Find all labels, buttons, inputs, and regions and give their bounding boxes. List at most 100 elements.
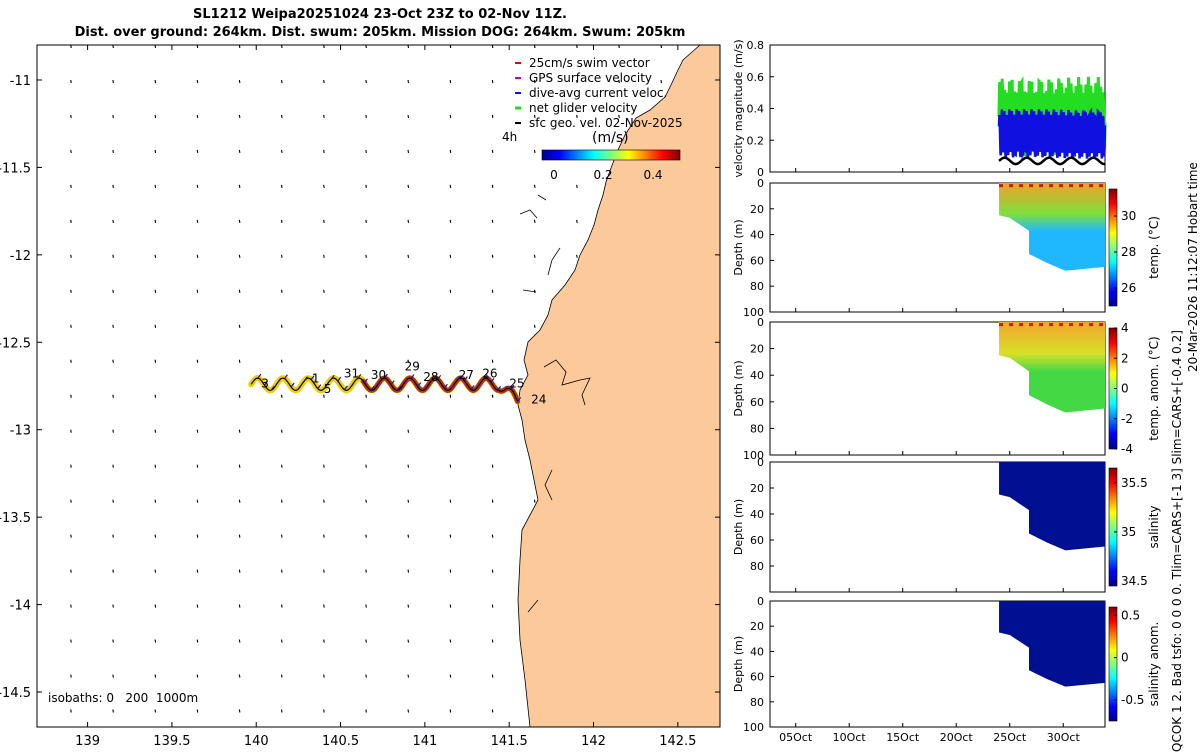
current-vector [491,499,494,503]
coastline-inlets [519,194,591,613]
current-vector [280,359,283,363]
current-vector [70,534,72,538]
depth-tick-label: 100 [743,306,764,319]
current-vector [196,604,199,608]
current-vector [112,604,114,608]
current-vector [365,499,367,503]
current-vector [70,184,72,188]
dive-current-vector [490,377,495,383]
depth-tick-label: 60 [750,671,764,684]
current-vector [70,219,72,223]
map-y-tick-label: -12 [10,249,31,264]
time-axis: 05Oct 10Oct 15Oct 20Oct 25Oct 30Oct [779,168,1080,744]
current-vector [280,254,283,258]
map-axis-ticks: 139 139.5 140 140.5 141 141.5 142 142.5 -11 -11.5… [0,45,720,749]
current-vector [365,324,367,328]
current-vector [365,604,367,608]
current-vector [154,149,157,154]
current-vector [449,639,452,643]
cbar-tick-label: -0.5 [1121,693,1144,707]
current-vector [112,219,114,223]
depth-tick-label: 80 [750,280,764,293]
current-vector [449,289,452,293]
current-vector [449,464,452,468]
speed-colorbar [541,149,681,161]
cbar-tick-label: 2 [1121,351,1129,365]
current-vector [365,219,367,223]
current-vector [154,569,157,573]
dive-current-vector [303,376,308,382]
current-vector [29,220,30,223]
current-vector [323,604,325,608]
current-vector [196,359,199,363]
current-vector [280,499,283,503]
current-vector [112,534,114,538]
cbar-tick-label: 35.5 [1121,476,1148,490]
depth-label: Depth (m) [732,636,745,692]
current-vector [196,184,199,188]
current-vector [576,79,578,84]
dive-current-vector [450,384,455,389]
current-vector [491,709,494,713]
vel-y-label: velocity magnitude (m/s) [732,39,745,177]
current-vector [491,219,494,223]
current-vector [323,79,325,84]
current-vector [280,639,283,643]
current-vector [533,324,536,328]
vel-y-tick-label: 0.8 [747,39,765,52]
current-vector [29,465,30,468]
current-vector [280,114,283,119]
current-vector [323,429,325,433]
current-vector [365,394,367,398]
dive-current-vector [497,385,502,391]
side-timestamp: 20-Mar-2026 11:12:07 Hobart time [1186,162,1200,372]
dive-current-vector [397,385,402,391]
cbar-tick-label: -4 [1121,442,1133,456]
current-vector [618,79,620,84]
heatmap-panel-1: 0 20 40 60 80 100 Depth (m) 26 28 30 temp. (°C) [732,177,1161,319]
heatmap-field [999,601,1105,687]
current-vector [238,219,241,223]
dive-current-vector [483,374,488,379]
map-axes-frame [36,44,721,728]
current-vector [407,114,410,119]
current-vector [70,289,72,293]
current-vector [533,289,536,293]
current-vector [112,639,114,643]
depth-label: Depth (m) [732,499,745,555]
current-vector [238,289,241,293]
map-panel: 139 139.5 140 140.5 141 141.5 142 142.5 -11 -11.5… [0,44,721,749]
dive-current-vector [317,384,322,389]
current-vector [280,324,283,328]
dive-current-vector [470,385,475,390]
side-text-time: 20-Mar-2026 11:12:07 Hobart time [1186,162,1200,372]
current-vector [112,149,114,154]
dive-current-vector [250,379,255,385]
time-tick-label: 20Oct [940,731,974,744]
current-vector [154,709,157,713]
current-vector [112,674,114,678]
cbar-label: salinity anom. [1147,622,1161,707]
depth-tick-label: 20 [750,620,764,633]
current-vector [407,534,410,538]
current-vector [280,394,283,398]
current-vector [70,429,72,433]
current-vector [491,79,494,84]
current-vector [323,289,325,293]
current-vector [407,709,410,713]
current-vector [407,184,410,188]
depth-tick-label: 0 [757,177,764,190]
cbar-tick-label: 30 [1121,209,1136,223]
depth-tick-label: 40 [750,369,764,382]
current-vector [280,534,283,538]
current-vector [365,464,367,468]
current-vector [449,184,452,188]
current-vector [70,254,72,258]
dive-current-vector [277,377,282,383]
current-vector [491,359,494,363]
heatmap-panel-2: 0 20 40 60 80 100 Depth (m) -4 -2 0 2 4 temp. anom. … [732,316,1161,462]
dive-current-vector [323,383,328,389]
current-vector [323,394,325,398]
current-vector [70,394,72,398]
